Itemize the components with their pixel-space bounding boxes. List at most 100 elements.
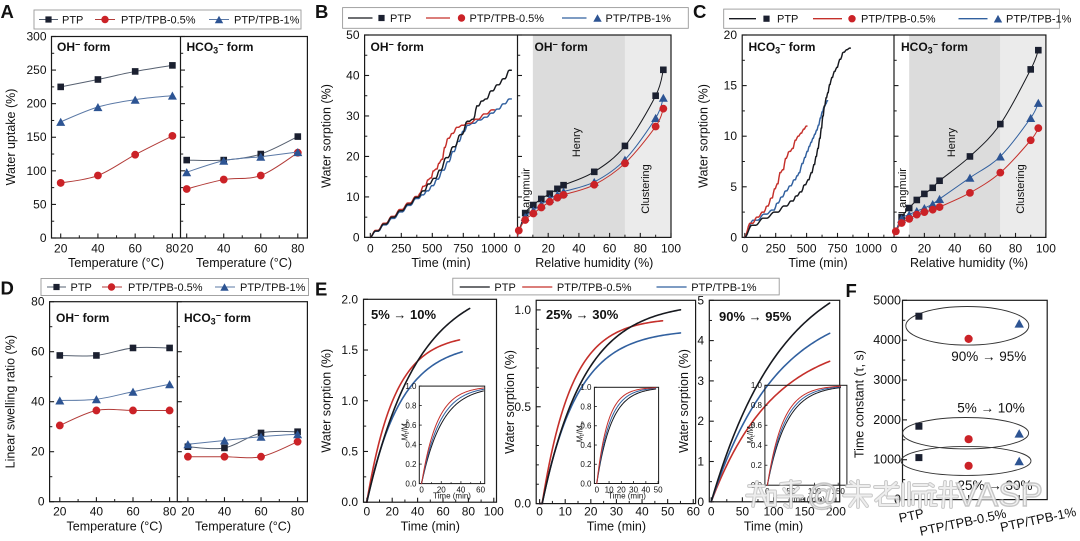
svg-text:0.0: 0.0 (341, 495, 358, 509)
svg-text:0.0: 0.0 (514, 497, 531, 511)
svg-text:100: 100 (661, 241, 681, 255)
svg-text:Temperature (°C): Temperature (°C) (196, 256, 292, 270)
svg-text:0: 0 (730, 230, 737, 244)
svg-text:80: 80 (163, 504, 177, 518)
svg-text:50: 50 (346, 28, 360, 42)
svg-text:50: 50 (33, 197, 47, 211)
svg-text:15: 15 (724, 79, 738, 93)
svg-text:1.5: 1.5 (341, 343, 358, 357)
svg-text:80: 80 (462, 504, 476, 518)
svg-text:PTP/TPB-1%: PTP/TPB-1% (606, 13, 672, 25)
svg-text:B: B (315, 1, 328, 22)
svg-text:20: 20 (617, 486, 626, 495)
svg-text:0: 0 (40, 231, 47, 245)
svg-text:20: 20 (180, 241, 194, 255)
svg-text:0.5: 0.5 (341, 445, 358, 459)
svg-text:250: 250 (766, 241, 786, 255)
svg-text:150: 150 (832, 487, 846, 496)
svg-text:500: 500 (797, 241, 817, 255)
svg-text:PTP: PTP (897, 506, 925, 526)
svg-text:60: 60 (254, 241, 268, 255)
svg-text:40: 40 (456, 486, 465, 495)
svg-text:20: 20 (386, 504, 400, 518)
svg-text:10: 10 (605, 486, 614, 495)
svg-text:PTP/TPB-1%: PTP/TPB-1% (1006, 14, 1072, 26)
svg-text:Time (min): Time (min) (788, 256, 847, 270)
svg-text:0.4: 0.4 (751, 441, 763, 450)
svg-text:10: 10 (559, 504, 573, 518)
svg-text:0.6: 0.6 (580, 422, 592, 431)
svg-text:@: @ (807, 477, 838, 512)
svg-text:50: 50 (654, 486, 663, 495)
svg-text:10: 10 (346, 190, 360, 204)
svg-text:PTP: PTP (390, 13, 411, 25)
svg-text:HCO3− form: HCO3− form (749, 40, 816, 56)
svg-text:40: 40 (411, 504, 425, 518)
svg-text:Time (min): Time (min) (787, 495, 825, 504)
svg-text:40: 40 (218, 504, 232, 518)
svg-text:20: 20 (437, 486, 446, 495)
svg-text:40: 40 (641, 486, 650, 495)
svg-text:90% → 95%: 90% → 95% (719, 309, 792, 324)
svg-text:Water sorption (%): Water sorption (%) (503, 350, 517, 454)
svg-text:PTP/TPB-0.5%: PTP/TPB-0.5% (121, 15, 196, 27)
svg-text:0.8: 0.8 (405, 401, 417, 410)
svg-text:0: 0 (891, 241, 898, 255)
svg-text:Clustering: Clustering (640, 164, 652, 214)
svg-text:Clustering: Clustering (1015, 164, 1027, 214)
svg-text:Langmuir: Langmuir (897, 168, 909, 214)
svg-text:20: 20 (542, 241, 556, 255)
svg-text:500: 500 (422, 241, 442, 255)
svg-text:1000: 1000 (481, 241, 508, 255)
svg-text:Mt/M∞: Mt/M∞ (576, 421, 587, 443)
svg-text:250: 250 (26, 63, 46, 77)
svg-text:3000: 3000 (873, 373, 901, 387)
svg-text:0.8: 0.8 (751, 401, 763, 410)
svg-text:100: 100 (1036, 241, 1056, 255)
svg-text:0.5: 0.5 (514, 400, 531, 414)
svg-text:C: C (693, 1, 706, 22)
svg-text:20: 20 (53, 504, 67, 518)
svg-text:40: 40 (572, 241, 586, 255)
svg-text:40: 40 (90, 504, 104, 518)
svg-text:Water sorption (%): Water sorption (%) (320, 349, 334, 453)
svg-text:Time (min): Time (min) (433, 492, 471, 501)
svg-text:0: 0 (595, 486, 600, 495)
svg-text:5% → 10%: 5% → 10% (957, 401, 1025, 416)
svg-text:40: 40 (31, 395, 45, 409)
svg-text:E: E (315, 279, 327, 300)
svg-text:1.0: 1.0 (514, 303, 531, 317)
svg-text:3: 3 (697, 374, 704, 388)
svg-text:HCO3− form: HCO3− form (184, 311, 251, 327)
svg-text:4: 4 (697, 334, 704, 348)
svg-text:PTP: PTP (777, 14, 798, 26)
svg-text:5% → 10%: 5% → 10% (371, 307, 436, 322)
svg-text:150: 150 (26, 130, 46, 144)
svg-text:Temperature (°C): Temperature (°C) (195, 520, 291, 534)
svg-text:1000: 1000 (873, 453, 901, 467)
svg-text:Time (min): Time (min) (411, 256, 470, 270)
svg-text:Linear swelling ratio (%): Linear swelling ratio (%) (4, 335, 18, 468)
svg-text:40: 40 (346, 69, 360, 83)
svg-text:100: 100 (808, 487, 822, 496)
svg-text:1.0: 1.0 (751, 381, 763, 390)
svg-text:100: 100 (763, 504, 783, 518)
svg-text:D: D (1, 278, 14, 299)
svg-text:0: 0 (363, 504, 370, 518)
svg-text:80: 80 (166, 241, 180, 255)
svg-text:20: 20 (54, 241, 68, 255)
svg-text:2.0: 2.0 (341, 292, 358, 306)
svg-text:0.0: 0.0 (405, 479, 417, 488)
svg-text:Time (min): Time (min) (401, 520, 460, 534)
svg-text:20: 20 (31, 445, 45, 459)
svg-text:200: 200 (826, 504, 846, 518)
svg-text:PTP/TPB-1%: PTP/TPB-1% (234, 15, 300, 27)
svg-text:1.0: 1.0 (580, 383, 592, 392)
svg-text:60: 60 (129, 241, 143, 255)
svg-text:0.0: 0.0 (580, 479, 592, 488)
svg-text:PTP/TPB-1%: PTP/TPB-1% (691, 282, 757, 294)
svg-text:0: 0 (38, 495, 45, 509)
svg-text:PTP: PTP (71, 282, 92, 294)
svg-text:Time (min): Time (min) (744, 520, 803, 534)
svg-text:0.2: 0.2 (751, 461, 763, 470)
